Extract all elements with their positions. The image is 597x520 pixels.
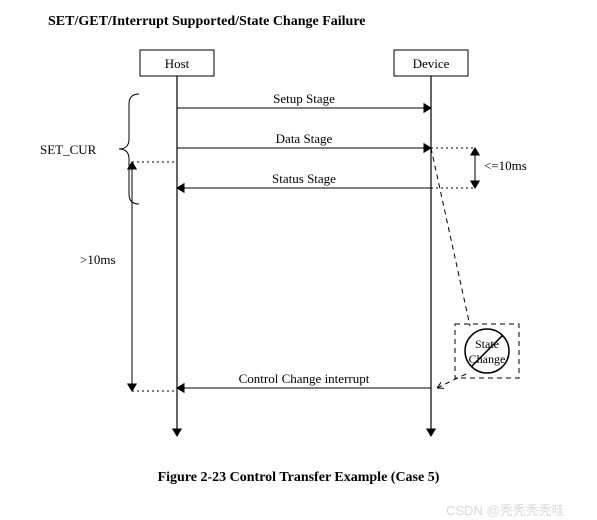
svg-text:State: State <box>475 337 499 351</box>
svg-text:Setup Stage: Setup Stage <box>273 91 335 106</box>
svg-text:<=10ms: <=10ms <box>484 158 527 173</box>
svg-text:Control Change interrupt: Control Change interrupt <box>239 371 370 386</box>
sequence-diagram: Host Device Setup Stage Data Stage Status St… <box>0 36 597 476</box>
diagram-title: SET/GET/Interrupt Supported/State Change… <box>48 14 366 30</box>
svg-text:Device: Device <box>413 56 450 71</box>
svg-text:Data Stage: Data Stage <box>276 131 333 146</box>
svg-text:Host: Host <box>165 56 190 71</box>
svg-text:SET_CUR: SET_CUR <box>40 142 97 157</box>
svg-text:>10ms: >10ms <box>80 252 116 267</box>
svg-text:Status Stage: Status Stage <box>272 171 336 186</box>
csdn-watermark: CSDN @秃秃秃秃哇 <box>446 500 565 519</box>
